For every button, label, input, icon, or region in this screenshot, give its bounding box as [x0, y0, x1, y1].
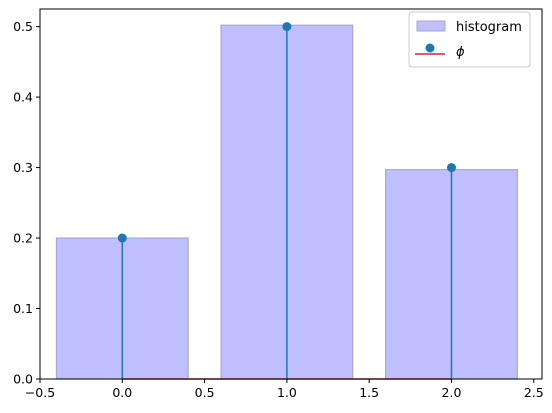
y-tick-label-4: 0.4	[13, 90, 33, 105]
y-tick-label-2: 0.2	[13, 231, 33, 246]
x-tick-label-6: 2.5	[524, 385, 544, 400]
y-tick-label-0: 0.0	[13, 372, 33, 387]
axes-layer: −0.5 0.0 0.5 1.0 1.5 2.0 2.50.00.10.20.30.40.5	[13, 8, 544, 400]
y-tick-label-3: 0.3	[13, 160, 33, 175]
x-tick-label-3: 1.0	[277, 385, 297, 400]
stem-marker-1	[282, 22, 292, 32]
x-tick-label-1: 0.0	[112, 385, 132, 400]
legend-label-phi: ϕ	[456, 45, 465, 60]
stem-marker-2	[446, 163, 456, 173]
x-tick-label-4: 1.5	[359, 385, 379, 400]
legend-label-histogram: histogram	[456, 20, 522, 35]
legend-swatch-histogram	[416, 20, 446, 32]
x-tick-label-5: 2.0	[442, 385, 462, 400]
y-tick-label-1: 0.1	[13, 301, 33, 316]
legend: histogram ϕ	[408, 11, 531, 68]
legend-swatch-phi-marker	[425, 43, 435, 53]
y-tick-label-5: 0.5	[13, 19, 33, 34]
x-tick-label-0: −0.5	[25, 385, 55, 400]
stem-marker-0	[117, 233, 127, 243]
x-tick-label-2: 0.5	[195, 385, 215, 400]
axes-frame	[39, 8, 543, 380]
